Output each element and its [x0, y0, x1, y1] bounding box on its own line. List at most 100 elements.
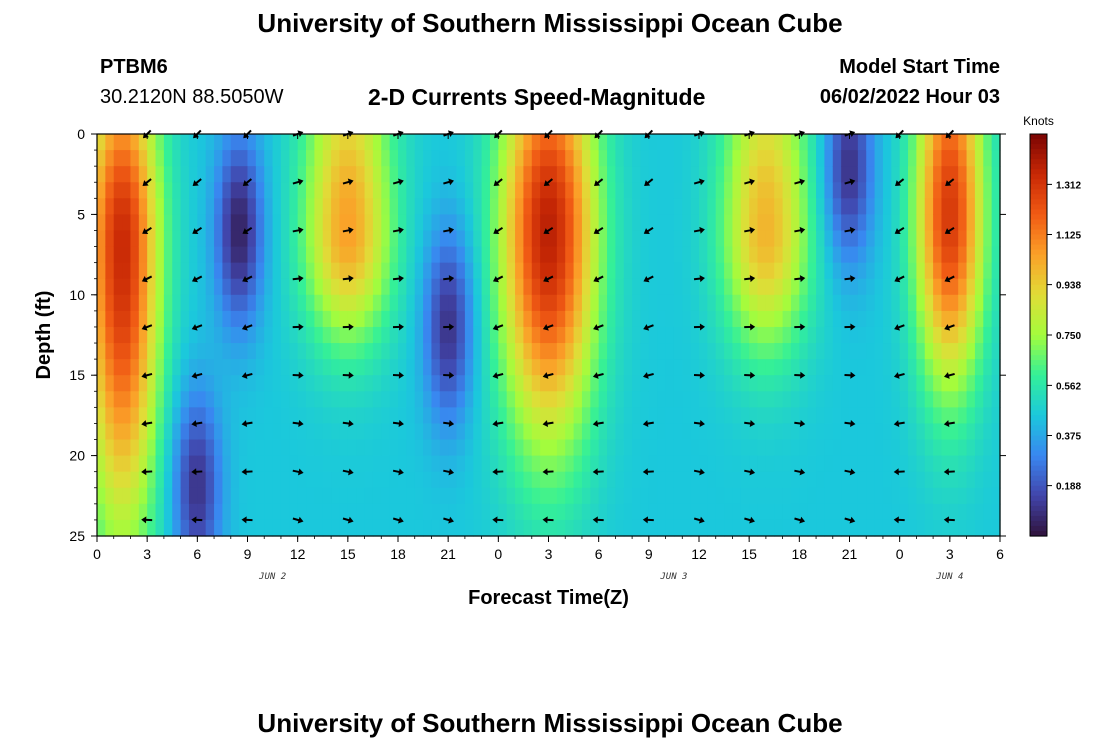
heatmap-cell: [289, 278, 299, 296]
heatmap-cell: [857, 487, 867, 505]
heatmap-cell: [673, 423, 683, 441]
heatmap-cell: [849, 343, 859, 360]
heatmap-cell: [113, 423, 123, 441]
heatmap-cell: [782, 423, 792, 441]
heatmap-cell: [372, 455, 382, 473]
heatmap-cell: [941, 439, 951, 457]
heatmap-cell: [414, 503, 424, 521]
heatmap-cell: [147, 150, 157, 167]
heatmap-cell: [924, 230, 934, 248]
heatmap-cell: [498, 214, 508, 232]
heatmap-cell: [347, 230, 357, 248]
heatmap-cell: [983, 375, 993, 392]
heatmap-cell: [749, 423, 759, 441]
heatmap-cell: [765, 246, 775, 264]
heatmap-cell: [205, 471, 215, 489]
heatmap-cell: [414, 375, 424, 392]
current-vector: [893, 516, 905, 524]
heatmap-cell: [648, 278, 658, 296]
heatmap-cell: [130, 278, 140, 296]
heatmap-cell: [448, 487, 458, 505]
heatmap-cell: [707, 246, 717, 264]
heatmap-cell: [172, 423, 182, 441]
heatmap-cell: [448, 198, 458, 215]
heatmap-cell: [130, 519, 140, 537]
current-vector: [592, 468, 604, 476]
heatmap-cell: [765, 423, 775, 441]
heatmap-cell: [188, 487, 198, 505]
heatmap-cell: [372, 519, 382, 537]
heatmap-cell: [398, 134, 407, 151]
heatmap-cell: [255, 134, 265, 151]
heatmap-cell: [322, 343, 332, 360]
heatmap-cell: [765, 471, 775, 489]
heatmap-cell: [623, 391, 633, 408]
heatmap-cell: [565, 198, 575, 215]
heatmap-cell: [690, 262, 700, 280]
heatmap-cell: [581, 439, 591, 457]
heatmap-cell: [615, 230, 625, 248]
heatmap-cell: [464, 134, 474, 151]
current-vector: [191, 324, 203, 331]
heatmap-cell: [456, 326, 466, 344]
colorbar-tick-label: 0.938: [1056, 281, 1081, 292]
heatmap-cell: [899, 150, 909, 167]
heatmap-cell: [632, 150, 642, 167]
heatmap-cell: [974, 375, 984, 392]
heatmap-cell: [640, 326, 650, 344]
current-vector: [342, 420, 354, 427]
current-vector: [744, 420, 756, 427]
heatmap-cell: [506, 439, 516, 457]
heatmap-cell: [431, 343, 441, 360]
heatmap-cell: [297, 487, 307, 505]
heatmap-cell: [105, 519, 115, 537]
heatmap-cell: [247, 471, 257, 489]
heatmap-cell: [414, 150, 424, 167]
heatmap-cell: [724, 439, 734, 457]
heatmap-cell: [924, 503, 934, 521]
heatmap-cell: [841, 455, 851, 473]
heatmap-cell: [581, 166, 591, 183]
heatmap-cell: [130, 150, 140, 167]
heatmap-cell: [673, 391, 683, 408]
heatmap-cell: [297, 166, 307, 183]
heatmap-cell: [498, 134, 508, 151]
heatmap-cell: [882, 375, 892, 392]
heatmap-cell: [381, 375, 391, 392]
heatmap-cell: [180, 262, 190, 280]
station-coordinates: 30.2120N 88.5050W: [100, 86, 284, 108]
heatmap-cell: [306, 359, 315, 376]
heatmap-cell: [673, 471, 683, 489]
heatmap-cell: [765, 407, 775, 425]
colorbar-segment: [1030, 510, 1047, 517]
heatmap-cell: [339, 439, 349, 457]
heatmap-cell: [556, 294, 566, 312]
colorbar-segment: [1030, 365, 1047, 371]
heatmap-cell: [648, 246, 658, 264]
heatmap-cell: [665, 230, 675, 248]
heatmap-cell: [138, 455, 148, 473]
heatmap-cell: [331, 503, 341, 521]
heatmap-cell: [464, 423, 474, 441]
heatmap-cell: [866, 150, 876, 167]
heatmap-cell: [916, 359, 926, 376]
heatmap-cell: [448, 375, 458, 392]
heatmap-cell: [665, 182, 675, 199]
heatmap-cell: [816, 487, 826, 505]
heatmap-cell: [247, 262, 257, 280]
heatmap-cell: [933, 391, 943, 408]
current-vector: [492, 275, 504, 283]
heatmap-cell: [732, 503, 742, 521]
y-axis-label: Depth (ft): [33, 291, 55, 380]
heatmap-cell: [122, 310, 132, 328]
heatmap-cell: [841, 471, 851, 489]
heatmap-cell: [239, 407, 249, 425]
heatmap-cell: [381, 278, 391, 296]
heatmap-cell: [205, 487, 215, 505]
heatmap-cell: [147, 423, 157, 441]
heatmap-cell: [448, 503, 458, 521]
heatmap-cell: [464, 182, 474, 199]
heatmap-cell: [958, 487, 968, 505]
heatmap-cell: [272, 455, 282, 473]
